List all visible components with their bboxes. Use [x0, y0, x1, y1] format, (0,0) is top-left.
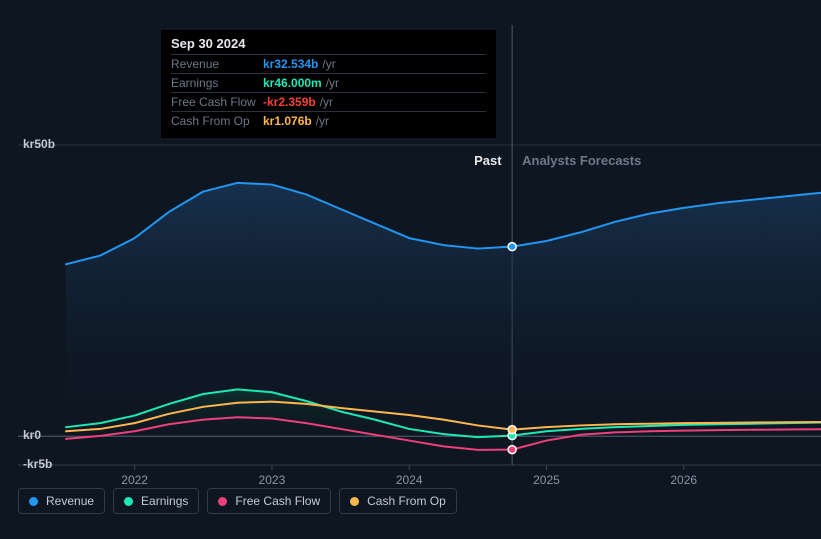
legend-item-fcf[interactable]: Free Cash Flow [207, 488, 331, 514]
x-tick-label: 2026 [670, 473, 697, 487]
tooltip-row-value: -kr2.359b [263, 95, 316, 109]
tooltip-row-unit: /yr [322, 57, 335, 71]
y-tick-label: kr50b [23, 137, 55, 151]
legend-dot-icon [29, 497, 38, 506]
x-tick-label: 2022 [121, 473, 148, 487]
chart-legend: Revenue Earnings Free Cash Flow Cash From O… [18, 488, 457, 514]
tooltip-row: Cash From Opkr1.076b/yr [171, 111, 486, 130]
y-tick-label: kr0 [23, 428, 41, 442]
legend-label: Free Cash Flow [235, 494, 320, 508]
legend-item-revenue[interactable]: Revenue [18, 488, 105, 514]
legend-label: Earnings [141, 494, 188, 508]
tooltip-row-label: Earnings [171, 76, 263, 90]
tooltip-row-unit: /yr [316, 114, 329, 128]
region-forecast-label: Analysts Forecasts [522, 153, 641, 168]
tooltip-rows: Revenuekr32.534b/yrEarningskr46.000m/yrF… [171, 54, 486, 130]
tooltip-row-value: kr32.534b [263, 57, 318, 71]
financial-chart: Sep 30 2024 Revenuekr32.534b/yrEarningsk… [18, 15, 803, 480]
legend-dot-icon [350, 497, 359, 506]
tooltip-row: Revenuekr32.534b/yr [171, 54, 486, 73]
tooltip-row-label: Cash From Op [171, 114, 263, 128]
tooltip-row-label: Free Cash Flow [171, 95, 263, 109]
legend-item-cashop[interactable]: Cash From Op [339, 488, 457, 514]
legend-label: Cash From Op [367, 494, 446, 508]
tooltip-row: Free Cash Flow-kr2.359b/yr [171, 92, 486, 111]
tooltip-row-unit: /yr [326, 76, 339, 90]
tooltip-row-label: Revenue [171, 57, 263, 71]
x-tick-label: 2025 [533, 473, 560, 487]
region-past-label: Past [474, 153, 501, 168]
chart-tooltip: Sep 30 2024 Revenuekr32.534b/yrEarningsk… [161, 30, 496, 138]
legend-dot-icon [218, 497, 227, 506]
tooltip-date: Sep 30 2024 [171, 36, 486, 54]
tooltip-row-value: kr46.000m [263, 76, 322, 90]
x-tick-label: 2023 [259, 473, 286, 487]
x-tick-label: 2024 [396, 473, 423, 487]
tooltip-row: Earningskr46.000m/yr [171, 73, 486, 92]
y-tick-label: -kr5b [23, 457, 52, 471]
legend-label: Revenue [46, 494, 94, 508]
legend-item-earnings[interactable]: Earnings [113, 488, 199, 514]
legend-dot-icon [124, 497, 133, 506]
tooltip-row-value: kr1.076b [263, 114, 312, 128]
tooltip-row-unit: /yr [320, 95, 333, 109]
